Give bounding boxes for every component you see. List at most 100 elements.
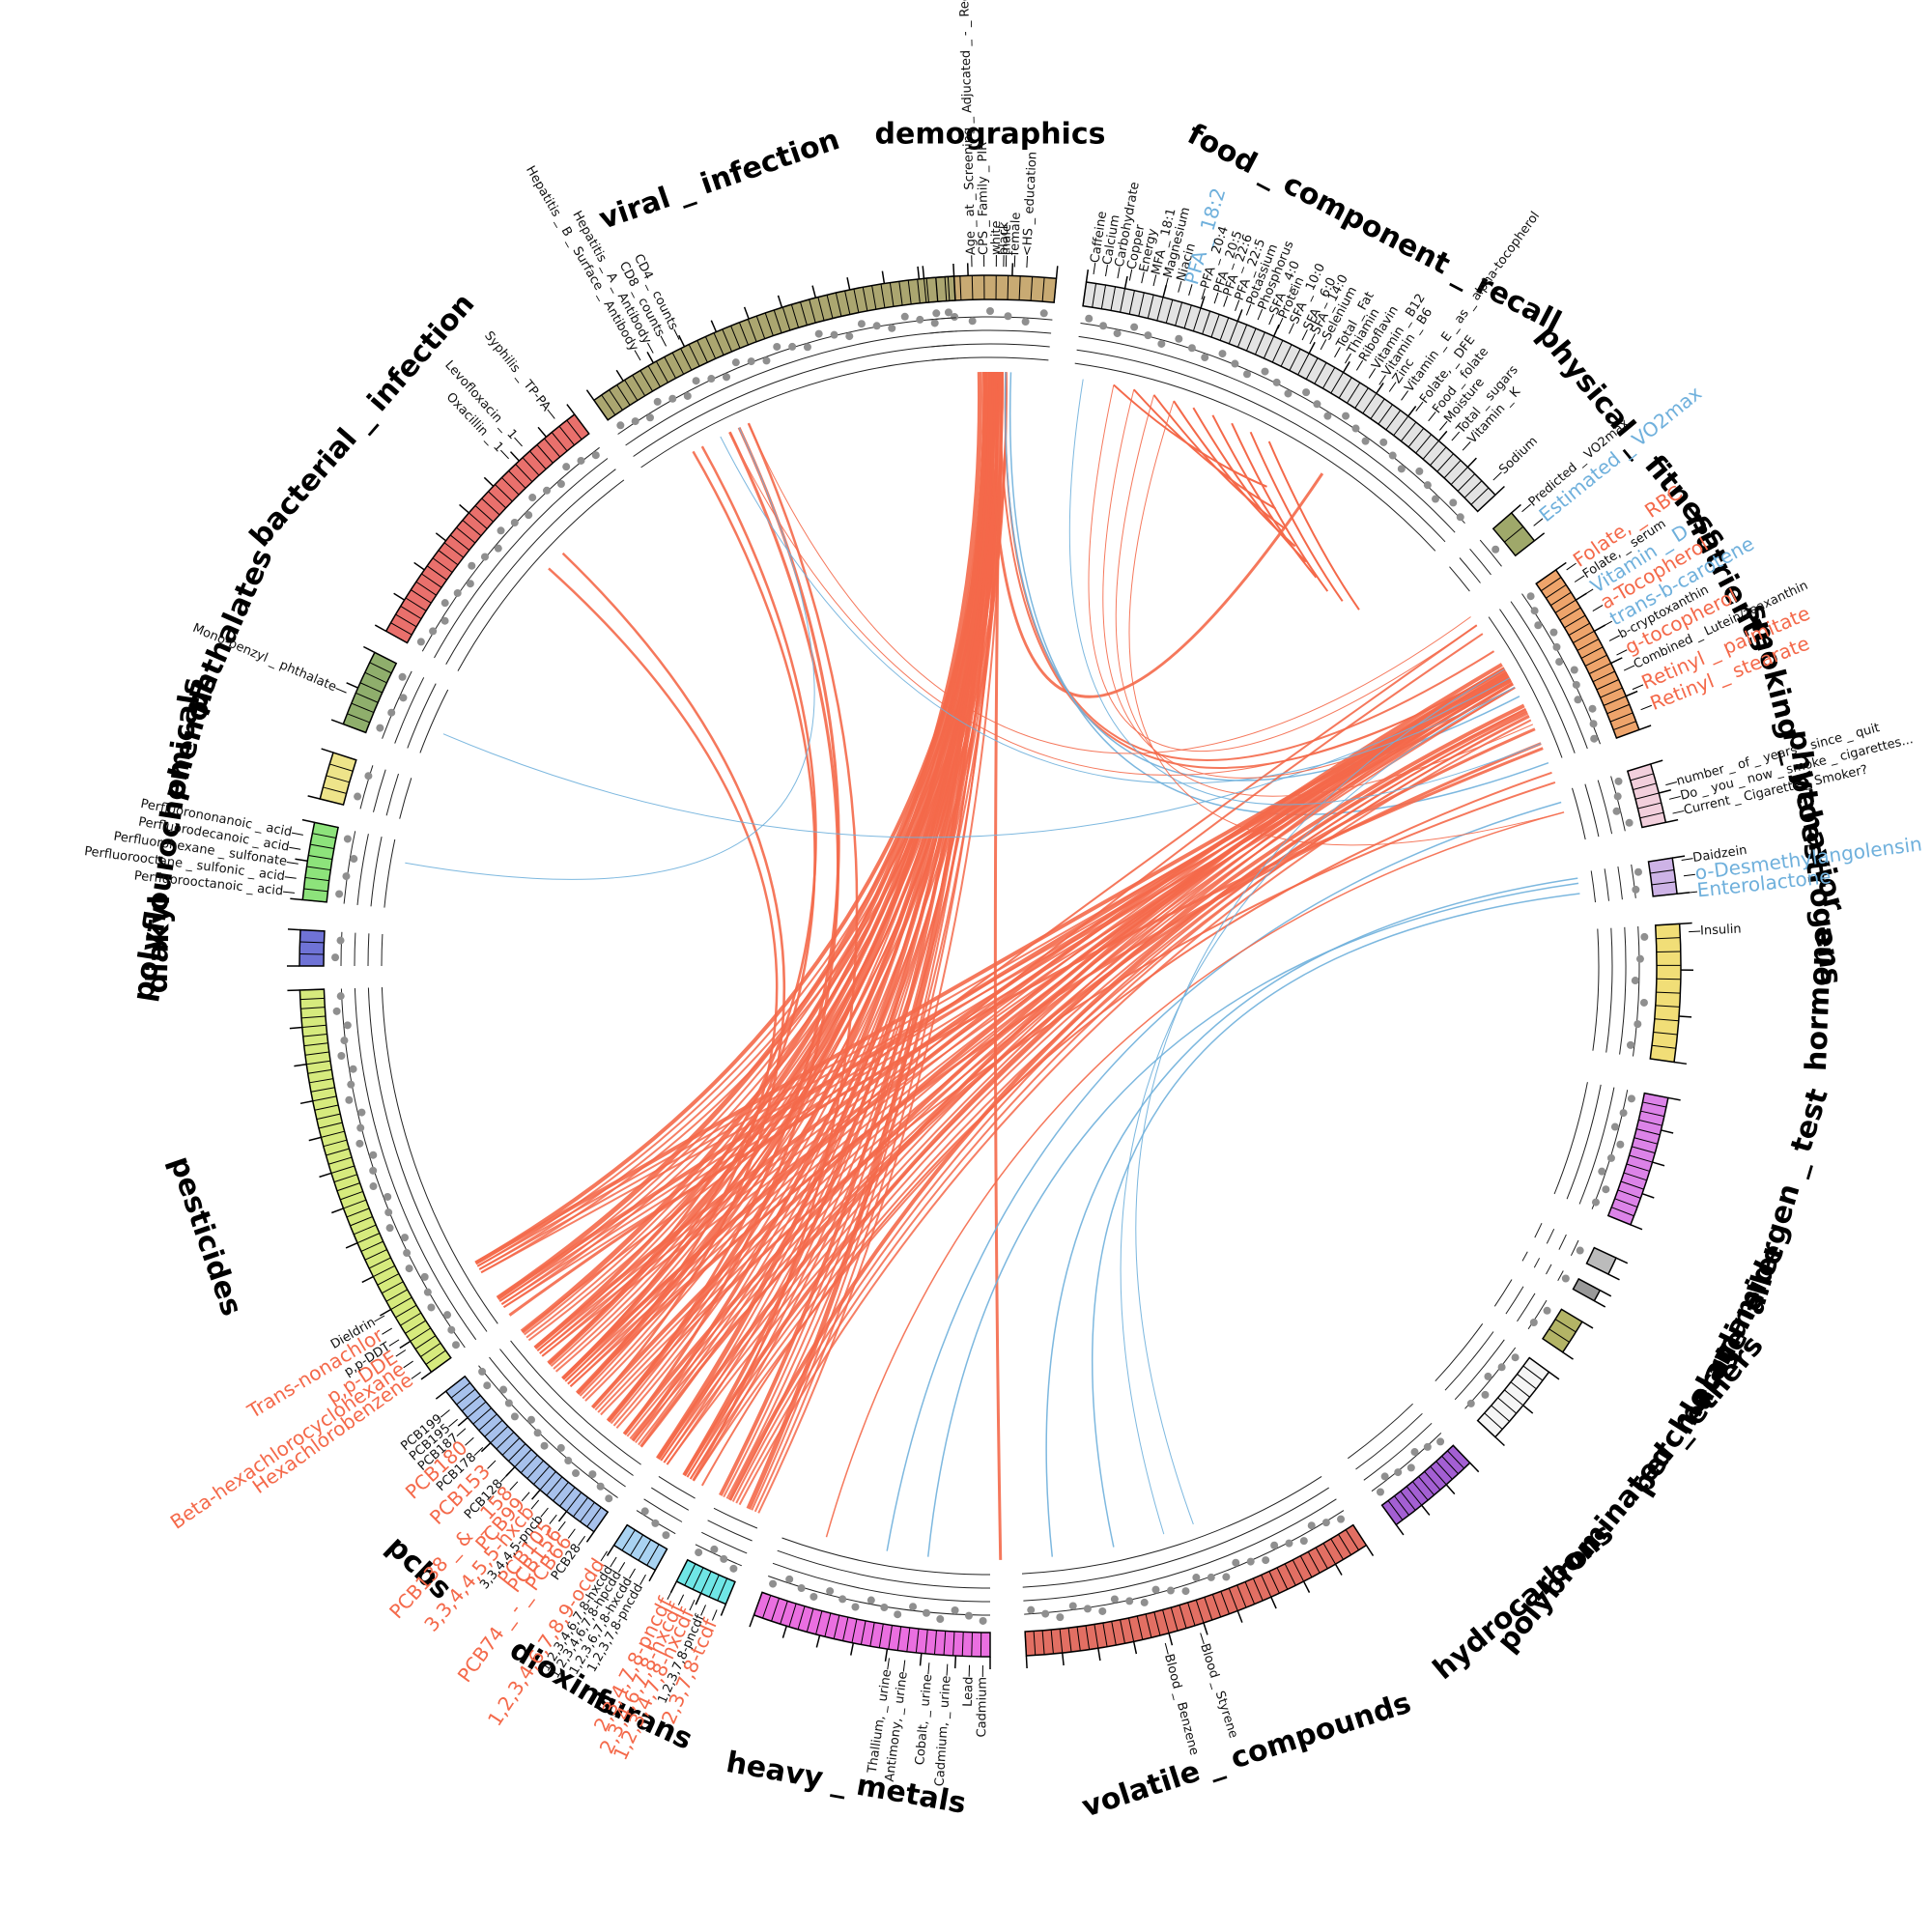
label-leader [1309,333,1316,345]
block-stripe [1252,1577,1264,1602]
block-stripe [306,866,331,871]
track-ring [1633,925,1640,1057]
data-point [695,1548,703,1557]
category-label-bacterial-infection: bacterial _ infection [243,287,481,554]
data-point [1284,389,1293,398]
block-stripe [355,692,379,703]
block-stripe [1102,1622,1108,1647]
block-stripe [1639,811,1664,819]
category-block-viral-infection [592,275,956,421]
data-point [562,463,571,471]
label-leader [374,1315,385,1322]
data-point [1140,1598,1149,1606]
track-ring [1074,362,1436,552]
track-ring [1076,349,1446,543]
data-point [451,1341,460,1350]
label-leader [1026,255,1029,269]
data-point [951,1606,959,1615]
block-stripe [1588,663,1611,674]
track-ring [1479,539,1502,567]
block-stripe [1559,607,1581,621]
block-stripe [411,589,432,604]
track-ring [1521,593,1601,745]
track-ring [343,831,356,904]
outer-tick [420,1371,432,1380]
block-stripe [1447,1450,1465,1469]
track-ring [1592,928,1600,1051]
block-stripe [302,898,327,903]
track-ring [1493,1279,1513,1307]
outer-tick [457,1416,469,1427]
label-leader [1355,359,1364,371]
outer-tick [294,1064,307,1067]
block-stripe [438,550,459,566]
data-point [337,1052,346,1061]
block-stripe [1577,1278,1601,1292]
data-point [1261,367,1269,376]
association-link [1115,394,1534,797]
track-ring [419,689,449,753]
outer-tick [1270,1596,1277,1609]
outer-tick [1494,485,1505,496]
block-stripe [1634,1137,1658,1145]
block-stripe [1145,1613,1152,1638]
data-point [504,1399,513,1407]
block-stripe [533,1465,551,1485]
data-point [343,1021,352,1030]
block-stripe [1614,1198,1638,1208]
outer-tick [1667,1096,1681,1101]
outer-tick [509,451,520,462]
block-stripe [947,276,951,301]
data-point [572,1469,581,1478]
data-point [720,1554,728,1563]
block-stripe [1541,577,1562,592]
label-leader [1428,412,1436,422]
block-stripe [692,1567,704,1590]
association-link [720,436,1516,784]
block-stripe [1292,1559,1305,1582]
block-stripe [1627,763,1651,772]
data-point [1549,628,1558,637]
block-stripe [809,298,816,324]
track-ring [1605,927,1613,1053]
data-point [1602,1185,1610,1194]
block-stripe [1120,288,1125,313]
outer-tick [1673,1061,1688,1065]
block-stripe [1411,1481,1429,1501]
block-stripe [1370,398,1385,419]
label-leader [1141,271,1145,284]
outer-tick [1610,657,1623,665]
block-stripe [456,526,476,544]
block-stripe [1542,1338,1564,1353]
outer-tick [811,285,817,298]
track-ring [421,446,600,652]
block-stripe [478,1413,497,1432]
outer-tick [1061,1653,1065,1666]
block-stripe [1082,281,1088,306]
data-point [1614,777,1623,785]
data-point [1085,314,1094,323]
track-ring [1619,926,1627,1055]
outer-tick [413,561,425,571]
block-stripe [632,375,646,396]
track-ring [1534,1222,1543,1238]
block-stripe [1297,353,1310,376]
category-block-dioxins [612,1523,668,1572]
label-leader [629,1568,636,1579]
variable-label: white [989,220,1004,255]
data-point [540,1441,549,1450]
track-ring [777,1549,991,1589]
track-ring [643,1498,683,1522]
association-link [1128,400,1565,846]
data-point [364,772,373,781]
data-point [401,1234,410,1242]
data-point [1627,1094,1635,1103]
association-link [988,371,1324,698]
block-stripe [1030,276,1034,301]
block-stripe [544,438,561,458]
data-point [1589,720,1598,728]
block-stripe [738,322,749,346]
track-ring [713,1507,758,1529]
label-leader [1685,891,1698,894]
block-stripe [1650,1058,1675,1064]
